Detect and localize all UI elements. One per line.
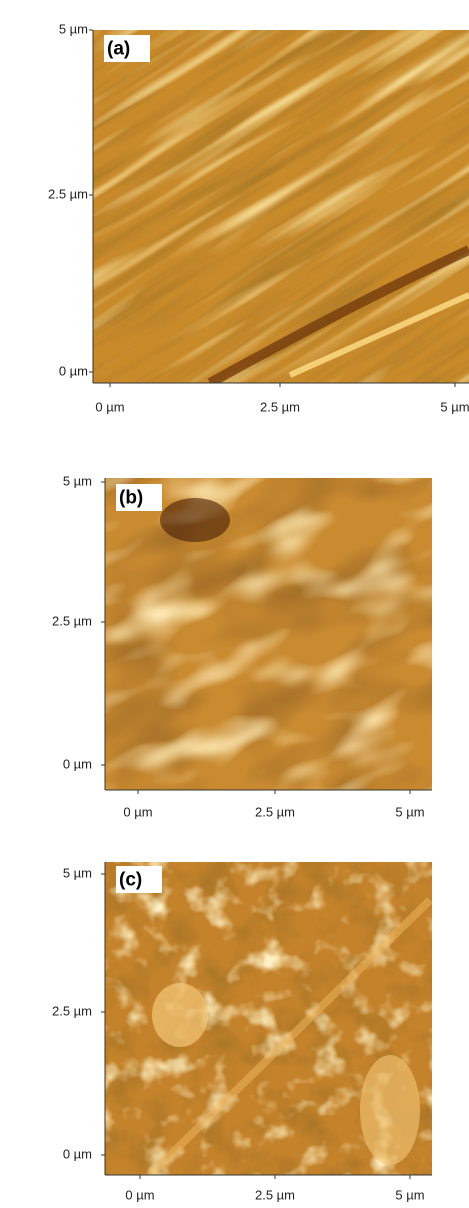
y-tick-label: 2.5 µm <box>52 613 92 628</box>
y-tick-label: 0 µm <box>59 363 88 378</box>
x-tick-label: 0 µm <box>123 804 152 819</box>
panel-label: (b) <box>119 488 143 509</box>
x-tick-label: 2.5 µm <box>255 1187 295 1202</box>
afm-image-b <box>0 321 469 957</box>
y-tick-label: 5 µm <box>59 21 88 36</box>
figure: (a) 5 µm 2.5 µm 0 µm 0 µm 2.5 µm 5 µm (b) 5 µm 2.… <box>0 0 469 1208</box>
afm-image-c <box>105 862 432 1175</box>
x-tick-label: 2.5 µm <box>255 804 295 819</box>
x-tick-label: 5 µm <box>395 804 424 819</box>
y-tick-label: 5 µm <box>63 473 92 488</box>
y-tick-label: 2.5 µm <box>52 1003 92 1018</box>
x-tick-label: 0 µm <box>125 1187 154 1202</box>
x-tick-label: 5 µm <box>395 1187 424 1202</box>
y-tick-label: 0 µm <box>63 756 92 771</box>
x-tick-label: 2.5 µm <box>260 399 300 414</box>
y-tick-label: 5 µm <box>63 865 92 880</box>
panel-label: (c) <box>119 870 142 891</box>
y-tick-label: 2.5 µm <box>48 186 88 201</box>
x-tick-label: 5 µm <box>440 399 469 414</box>
x-tick-label: 0 µm <box>95 399 124 414</box>
y-tick-label: 0 µm <box>63 1146 92 1161</box>
panel-label: (a) <box>107 39 130 60</box>
